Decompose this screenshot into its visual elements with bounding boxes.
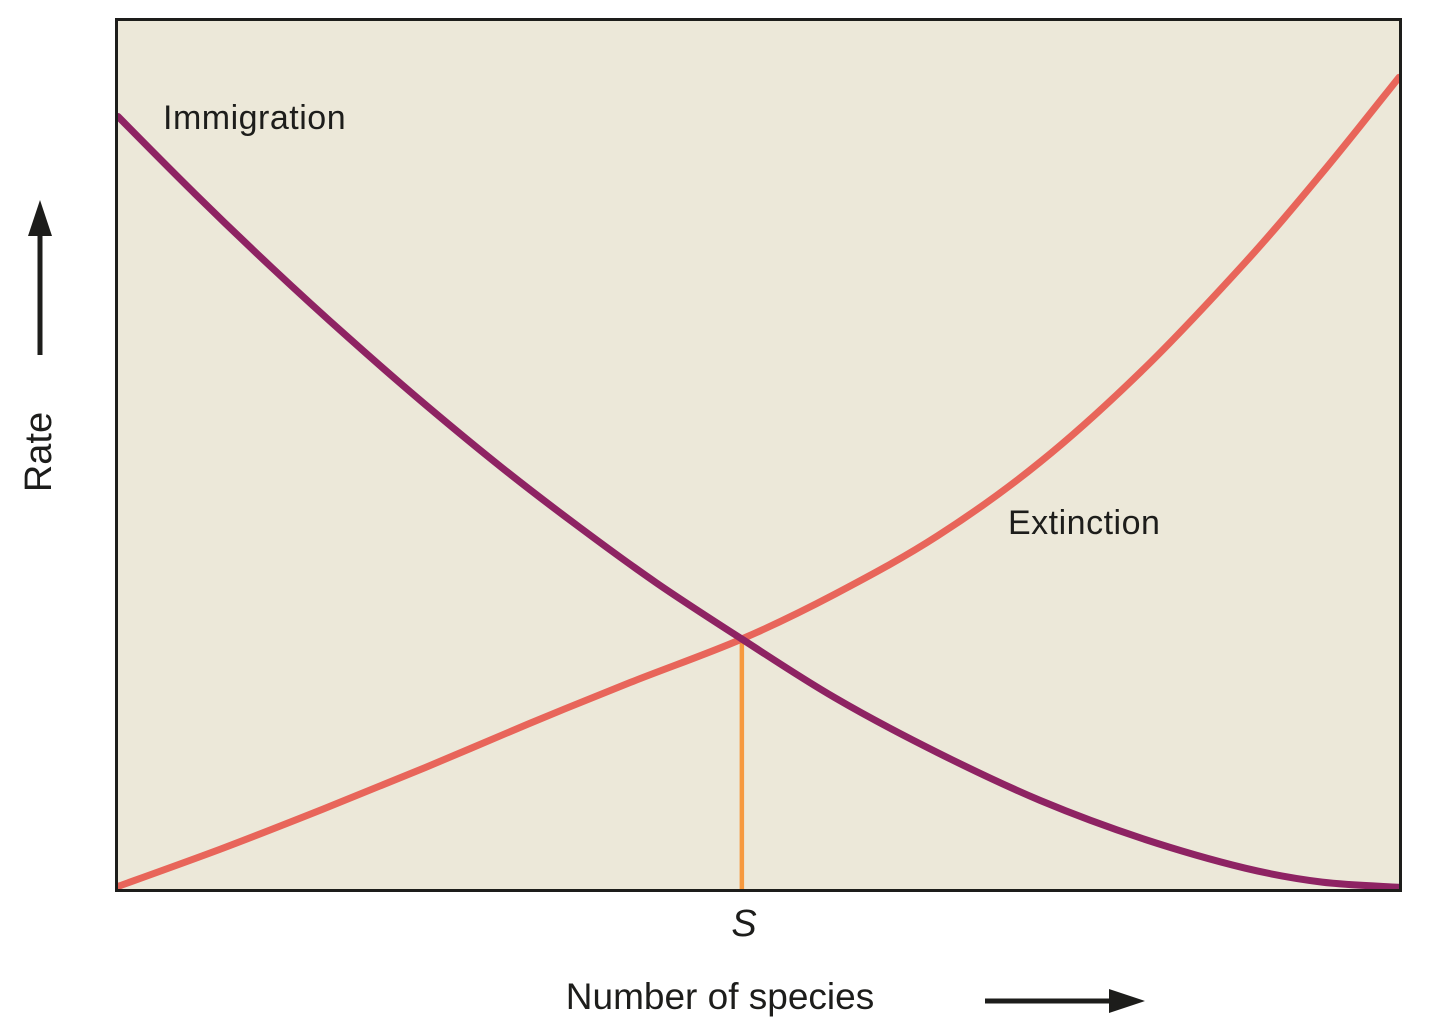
equilibrium-tick-label: S	[731, 903, 757, 945]
y-axis-label: Rate	[18, 411, 60, 493]
species-axis-arrow-icon	[985, 989, 1145, 1013]
x-axis-label: Number of species	[565, 976, 875, 1017]
rate-axis-arrow-icon	[28, 200, 52, 355]
extinction-curve	[118, 73, 1399, 889]
immigration-series-label: Immigration	[163, 99, 347, 137]
immigration-curve	[118, 113, 1399, 889]
extinction-series-label: Extinction	[1008, 504, 1161, 542]
plot-area: Immigration Extinction	[115, 18, 1402, 892]
curves-svg	[118, 73, 1399, 889]
